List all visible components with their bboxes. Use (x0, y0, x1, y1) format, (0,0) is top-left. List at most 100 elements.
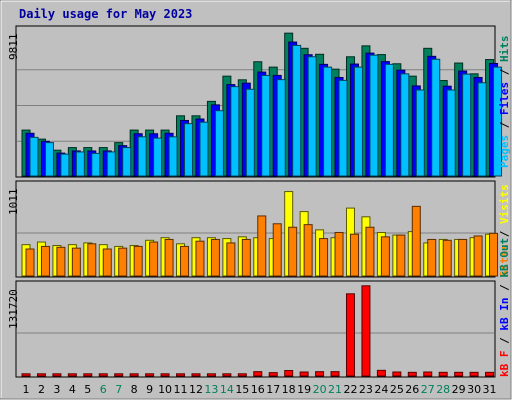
bar-kb-f-day-12 (191, 373, 201, 377)
legend-part: Visits (498, 184, 511, 224)
bar-pages-day-4 (75, 151, 85, 177)
day-label-11: 11 (173, 383, 188, 396)
bar-kb-f-day-28 (438, 371, 448, 377)
day-label-3: 3 (53, 383, 61, 396)
day-label-20: 20 (312, 383, 327, 396)
bar-sites-day-15 (241, 238, 251, 277)
kbytes-legend-label: kB F / kB In / kB Out (498, 238, 511, 377)
day-label-25: 25 (389, 383, 404, 396)
day-label-13: 13 (204, 383, 219, 396)
legend-part: kB In (498, 297, 511, 331)
bar-kb-f-day-14 (222, 373, 232, 377)
bar-pages-day-1 (29, 136, 39, 177)
day-label-9: 9 (146, 383, 154, 396)
bar-pages-day-3 (60, 153, 70, 177)
bar-sites-day-28 (442, 239, 452, 277)
bar-kb-f-day-30 (469, 371, 479, 377)
bar-kb-f-day-19 (299, 371, 309, 377)
bar-pages-day-18 (292, 44, 302, 177)
bar-pages-day-31 (493, 66, 503, 177)
bar-pages-day-7 (122, 147, 132, 177)
bar-kb-f-day-11 (176, 373, 186, 377)
day-label-29: 29 (451, 383, 466, 396)
bar-sites-day-22 (349, 233, 359, 277)
bar-pages-day-24 (384, 63, 394, 177)
bar-pages-day-10 (168, 136, 178, 177)
bar-pages-day-25 (400, 73, 410, 177)
bar-sites-day-31 (489, 232, 499, 277)
bar-sites-day-14 (226, 242, 236, 277)
bar-pages-day-23 (369, 54, 379, 177)
bar-sites-day-24 (380, 236, 390, 277)
bar-kb-f-day-4 (67, 373, 77, 377)
bar-kb-f-day-23 (361, 285, 371, 377)
bar-pages-day-19 (307, 56, 317, 177)
bar-kb-f-day-10 (160, 373, 170, 377)
bar-kb-f-day-15 (237, 373, 247, 377)
day-label-2: 2 (37, 383, 45, 396)
bar-pages-day-26 (415, 89, 425, 177)
bar-kb-f-day-3 (52, 373, 62, 377)
bar-kb-f-day-21 (330, 371, 340, 377)
bar-sites-day-29 (458, 238, 468, 277)
bar-pages-day-14 (230, 86, 240, 177)
bar-kb-f-day-22 (345, 293, 355, 377)
bar-pages-day-2 (44, 142, 54, 177)
bar-kb-f-day-1 (21, 373, 31, 377)
day-label-21: 21 (328, 383, 343, 396)
day-label-31: 31 (482, 383, 497, 396)
bar-sites-day-13 (210, 238, 220, 277)
bar-pages-day-15 (245, 88, 255, 177)
day-label-15: 15 (235, 383, 250, 396)
bar-pages-day-11 (184, 123, 194, 177)
bar-sites-day-5 (87, 243, 97, 277)
bar-kb-f-day-8 (129, 373, 139, 377)
day-label-19: 19 (297, 383, 312, 396)
bar-pages-day-17 (276, 79, 286, 177)
day-label-18: 18 (281, 383, 296, 396)
day-label-27: 27 (420, 383, 435, 396)
bar-kb-f-day-26 (407, 371, 417, 377)
day-label-17: 17 (266, 383, 281, 396)
bar-pages-day-21 (338, 79, 348, 177)
day-label-22: 22 (343, 383, 358, 396)
bar-sites-day-1 (25, 248, 35, 277)
bar-sites-day-17 (272, 223, 282, 277)
bar-sites-day-19 (303, 224, 313, 277)
bar-kb-f-day-18 (284, 370, 294, 377)
bar-kb-f-day-25 (392, 371, 402, 377)
bar-sites-day-26 (411, 205, 421, 277)
day-label-12: 12 (188, 383, 203, 396)
day-label-5: 5 (84, 383, 92, 396)
day-label-6: 6 (99, 383, 107, 396)
legend-part: / (498, 62, 511, 82)
bar-kb-f-day-7 (114, 373, 124, 377)
bar-pages-day-5 (91, 152, 101, 177)
bar-kb-f-day-17 (268, 372, 278, 377)
bar-kb-f-day-5 (83, 373, 93, 377)
day-label-28: 28 (436, 383, 451, 396)
bar-pages-day-30 (477, 82, 487, 177)
bar-sites-day-7 (118, 247, 128, 277)
bar-pages-day-28 (446, 89, 456, 177)
day-label-30: 30 (467, 383, 482, 396)
bar-sites-day-23 (365, 226, 375, 277)
bar-pages-day-27 (431, 58, 441, 177)
bar-pages-day-9 (153, 137, 163, 177)
bar-kb-f-day-24 (376, 369, 386, 377)
legend-part: Files (498, 81, 511, 115)
bar-sites-day-18 (288, 226, 298, 277)
bar-sites-day-21 (334, 231, 344, 277)
bar-kb-f-day-16 (253, 371, 263, 377)
bar-pages-day-8 (137, 136, 147, 177)
day-label-7: 7 (115, 383, 123, 396)
hits-y-max-label: 9811 (7, 33, 20, 61)
day-label-24: 24 (374, 383, 389, 396)
bar-pages-day-12 (199, 121, 209, 177)
hits-legend-label: Pages / Files / Hits (498, 36, 511, 169)
bar-sites-day-20 (319, 238, 329, 277)
bar-sites-day-12 (195, 240, 205, 277)
day-label-8: 8 (130, 383, 138, 396)
bar-sites-day-10 (164, 238, 174, 277)
